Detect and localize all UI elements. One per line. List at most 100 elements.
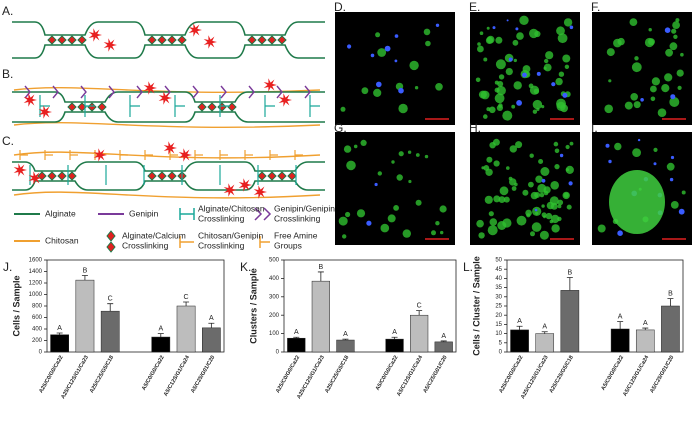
bar: [510, 329, 529, 353]
cell-stain: [506, 166, 510, 170]
cell-stain: [550, 181, 559, 190]
cell-stain: [393, 205, 399, 211]
cell-stain: [532, 206, 542, 216]
cell: [28, 171, 42, 185]
cell-stain: [435, 83, 443, 91]
legend-label: Alginate: [45, 208, 76, 218]
cell: [238, 178, 252, 192]
y-tick-label: 30: [495, 294, 502, 300]
y-tick-label: 1600: [29, 258, 43, 264]
bar: [610, 328, 630, 353]
crosslink: [47, 35, 57, 45]
panel-label: D.: [334, 0, 346, 14]
nucleus-stain: [508, 57, 513, 62]
bar: [202, 327, 221, 353]
cell-stain: [545, 212, 553, 220]
crosslink: [67, 171, 77, 181]
y-tick-label: 300: [269, 294, 280, 300]
cell-stain: [483, 114, 488, 119]
error-bar: [617, 321, 624, 329]
bar: [635, 329, 655, 353]
cell-stain: [408, 179, 412, 184]
legend-symbol: [179, 208, 195, 220]
nucleus-stain: [366, 220, 372, 226]
y-tick-label: 600: [32, 315, 43, 321]
genipin: [52, 85, 59, 99]
error-bar: [391, 336, 398, 340]
cell-stain: [360, 139, 367, 146]
cell: [178, 148, 192, 162]
micrograph: [470, 132, 580, 245]
cell-stain: [664, 73, 673, 82]
cell-stain: [631, 62, 642, 73]
y-tick-label: 400: [32, 327, 43, 333]
cell-stain: [373, 88, 382, 97]
cell-stain: [629, 18, 638, 26]
cell-stain: [648, 38, 655, 46]
y-tick-label: 40: [495, 276, 502, 282]
genipin: [24, 85, 31, 99]
chitosan: [13, 121, 321, 129]
cell-stain: [669, 42, 678, 51]
cell-stain: [648, 28, 652, 32]
nucleus-stain: [516, 100, 522, 106]
error-bar: [342, 338, 349, 341]
cg-link: [119, 150, 128, 160]
cell-stain: [402, 229, 411, 238]
nucleus-stain: [536, 71, 541, 76]
x-tick-label: A5/C12S/G1/Ca24: [396, 354, 425, 398]
crosslink: [67, 35, 77, 45]
panel-label: G.: [334, 121, 347, 135]
cell-stain: [546, 201, 555, 210]
cell-stain: [532, 109, 538, 114]
bar: [434, 341, 453, 353]
cell-stain: [539, 230, 549, 240]
cell-stain: [528, 181, 534, 188]
cell-stain: [543, 186, 551, 194]
cell-stain: [475, 77, 481, 83]
error-bar: [541, 331, 548, 334]
cell-stain: [681, 190, 686, 195]
cell-stain: [477, 45, 484, 53]
alginate: [12, 161, 325, 172]
cell-stain: [440, 230, 444, 235]
bar: [336, 339, 355, 353]
error-bar: [56, 332, 63, 335]
cell-stain: [512, 39, 519, 46]
cell-stain: [494, 93, 505, 104]
nucleus-stain: [640, 98, 644, 102]
crosslink: [207, 102, 217, 112]
cell-stain: [513, 58, 517, 63]
nucleus-stain: [506, 19, 509, 22]
crosslink: [77, 35, 87, 45]
cell-stain: [497, 81, 504, 87]
significance-label: B: [319, 264, 324, 271]
error-bar: [566, 277, 573, 291]
legend-label: Alginate/Chitosan: [198, 203, 265, 213]
panel-label: L.: [463, 260, 473, 274]
y-tick-label: 400: [269, 276, 280, 282]
panel-label: K.: [240, 260, 251, 274]
cell-stain: [532, 99, 543, 110]
crosslink: [247, 35, 257, 45]
cell-stain: [431, 230, 436, 236]
bar: [385, 338, 404, 353]
significance-label: A: [294, 329, 299, 336]
schematic: [12, 12, 692, 245]
cell-stain: [407, 150, 412, 154]
cluster-stain: [609, 170, 665, 234]
cell-stain: [502, 218, 512, 228]
cell-stain: [608, 79, 612, 83]
x-tick-label: A25/C12S/G1/Ca23: [60, 355, 90, 400]
cell-stain: [415, 153, 420, 157]
nucleus-stain: [374, 182, 378, 187]
legend-symbol: [106, 230, 116, 253]
panel-label: J.: [3, 260, 12, 274]
crosslink: [97, 102, 107, 112]
cell-stain: [557, 216, 562, 222]
legend-label: Chitosan/Genipin: [198, 230, 263, 240]
significance-label: B: [83, 267, 88, 274]
cell-stain: [494, 87, 500, 93]
nucleus-stain: [664, 27, 671, 33]
x-tick-label: A25/C25/G5/C18: [549, 355, 575, 395]
